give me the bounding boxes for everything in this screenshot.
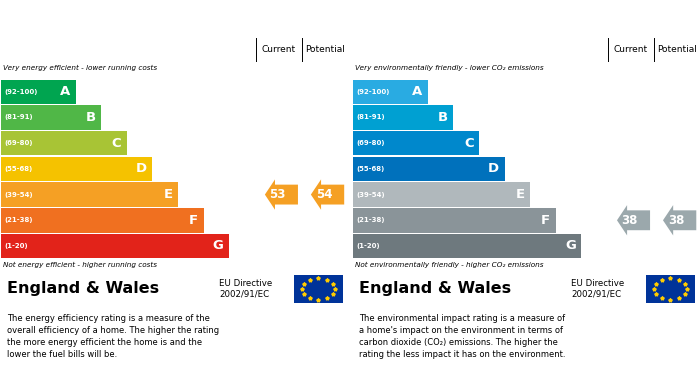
Text: England & Wales: England & Wales xyxy=(7,282,159,296)
Bar xyxy=(1,157,153,181)
Bar xyxy=(353,234,581,258)
FancyArrow shape xyxy=(265,179,298,210)
Text: (21-38): (21-38) xyxy=(5,217,33,223)
Text: E: E xyxy=(516,188,525,201)
Text: (81-91): (81-91) xyxy=(5,115,33,120)
Text: (81-91): (81-91) xyxy=(357,115,385,120)
Text: B: B xyxy=(86,111,96,124)
Text: F: F xyxy=(541,214,550,227)
Text: D: D xyxy=(136,162,147,176)
Bar xyxy=(294,274,343,303)
Text: The environmental impact rating is a measure of
a home's impact on the environme: The environmental impact rating is a mea… xyxy=(359,314,566,359)
FancyArrow shape xyxy=(663,205,696,235)
Text: G: G xyxy=(213,239,224,253)
Text: (1-20): (1-20) xyxy=(357,243,380,249)
Text: A: A xyxy=(60,85,70,98)
Text: England & Wales: England & Wales xyxy=(359,282,511,296)
Text: EU Directive
2002/91/EC: EU Directive 2002/91/EC xyxy=(219,279,272,299)
Text: Environmental Impact (CO₂) Rating: Environmental Impact (CO₂) Rating xyxy=(357,12,598,25)
Bar xyxy=(1,131,127,155)
Text: 38: 38 xyxy=(622,214,638,227)
Text: (1-20): (1-20) xyxy=(5,243,28,249)
Text: (55-68): (55-68) xyxy=(357,166,385,172)
Text: (39-54): (39-54) xyxy=(5,192,33,197)
Bar xyxy=(353,105,454,130)
Text: Not energy efficient - higher running costs: Not energy efficient - higher running co… xyxy=(3,262,157,269)
Text: 38: 38 xyxy=(668,214,684,227)
Text: Energy Efficiency Rating: Energy Efficiency Rating xyxy=(5,12,174,25)
Text: G: G xyxy=(565,239,576,253)
Bar xyxy=(353,208,556,233)
Text: Current: Current xyxy=(614,45,648,54)
Bar xyxy=(1,208,204,233)
Bar xyxy=(353,131,479,155)
Text: Very environmentally friendly - lower CO₂ emissions: Very environmentally friendly - lower CO… xyxy=(355,65,543,71)
Text: 53: 53 xyxy=(270,188,286,201)
Text: F: F xyxy=(189,214,198,227)
Text: (92-100): (92-100) xyxy=(357,89,390,95)
Text: Current: Current xyxy=(262,45,295,54)
Text: (92-100): (92-100) xyxy=(5,89,38,95)
FancyArrow shape xyxy=(617,205,650,235)
Text: Not environmentally friendly - higher CO₂ emissions: Not environmentally friendly - higher CO… xyxy=(355,262,543,269)
Text: D: D xyxy=(488,162,499,176)
Text: 54: 54 xyxy=(316,188,332,201)
Text: C: C xyxy=(112,137,122,150)
Bar xyxy=(353,182,530,207)
Text: Very energy efficient - lower running costs: Very energy efficient - lower running co… xyxy=(3,65,157,71)
Text: Potential: Potential xyxy=(304,45,344,54)
Bar xyxy=(646,274,695,303)
Text: E: E xyxy=(164,188,173,201)
Text: (39-54): (39-54) xyxy=(357,192,385,197)
Text: C: C xyxy=(464,137,474,150)
Bar xyxy=(1,105,102,130)
Text: Potential: Potential xyxy=(657,45,696,54)
Text: (55-68): (55-68) xyxy=(5,166,33,172)
Text: (21-38): (21-38) xyxy=(357,217,385,223)
Text: B: B xyxy=(438,111,448,124)
Text: EU Directive
2002/91/EC: EU Directive 2002/91/EC xyxy=(571,279,624,299)
Bar xyxy=(353,79,428,104)
Text: A: A xyxy=(412,85,422,98)
Bar xyxy=(1,79,76,104)
Text: (69-80): (69-80) xyxy=(357,140,385,146)
Bar xyxy=(353,157,505,181)
Text: (69-80): (69-80) xyxy=(5,140,33,146)
Bar xyxy=(1,182,178,207)
Text: The energy efficiency rating is a measure of the
overall efficiency of a home. T: The energy efficiency rating is a measur… xyxy=(7,314,219,359)
FancyArrow shape xyxy=(311,179,344,210)
Bar xyxy=(1,234,229,258)
